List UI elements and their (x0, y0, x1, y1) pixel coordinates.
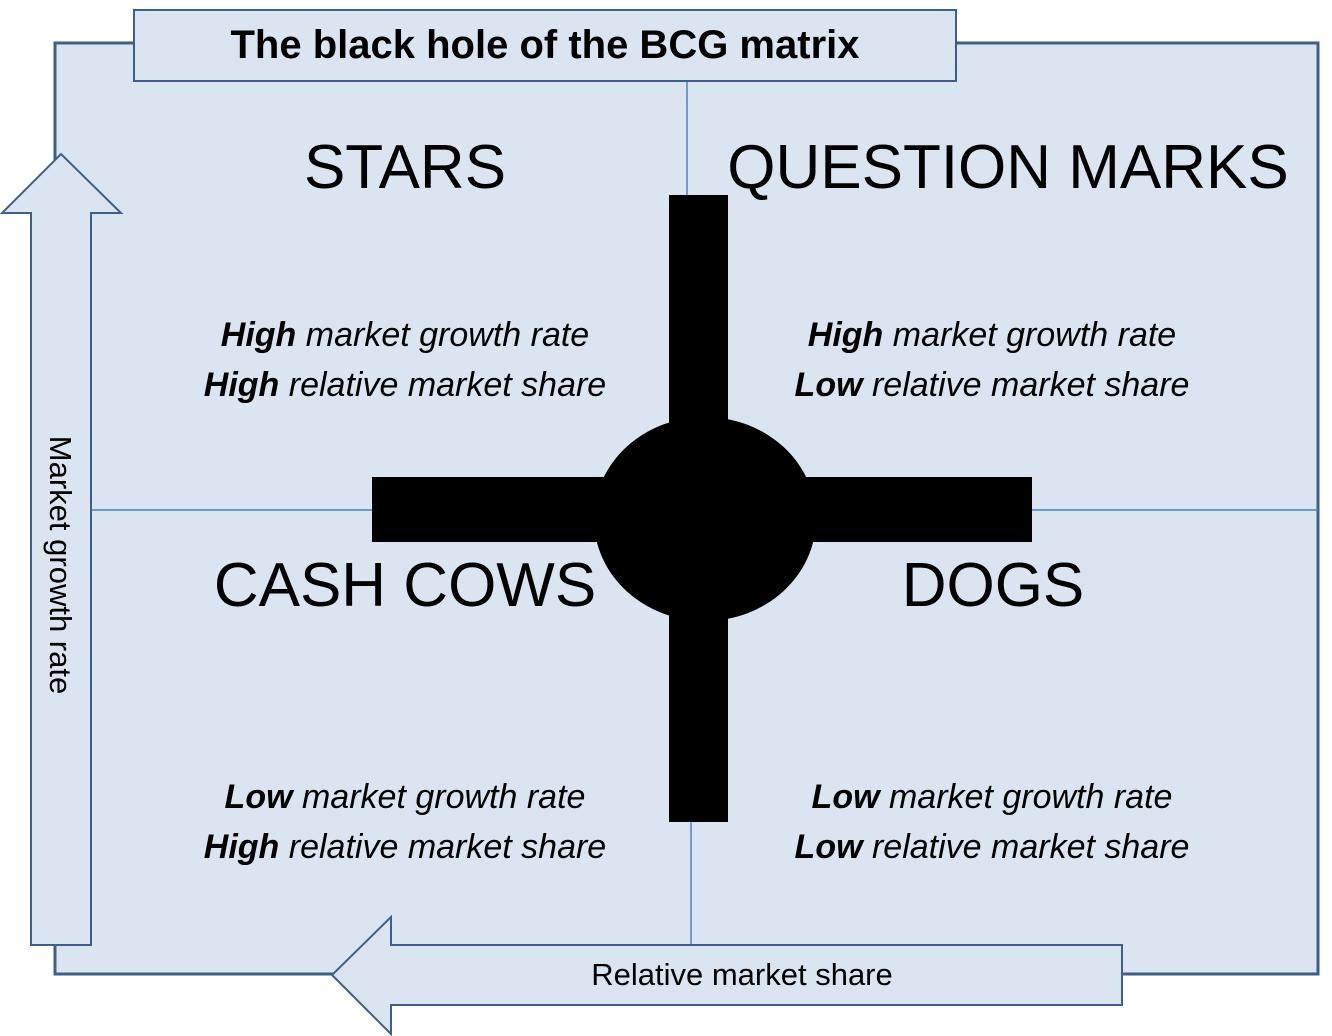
cash-cows-growth-text: market growth rate (301, 778, 586, 816)
black-hole-center (594, 417, 816, 621)
stars-share-level: High (203, 366, 280, 404)
cash-cows-share-line: High relative market share (204, 822, 606, 872)
stars-description: High market growth rate High relative ma… (204, 310, 606, 410)
cash-cows-description: Low market growth rate High relative mar… (204, 772, 606, 872)
stars-share-line: High relative market share (204, 360, 606, 410)
question-marks-share-line: Low relative market share (795, 360, 1190, 410)
diagram-title: The black hole of the BCG matrix (133, 9, 957, 82)
dogs-share-line: Low relative market share (795, 822, 1190, 872)
y-axis-label: Market growth rate (43, 435, 78, 695)
question-marks-growth-level: High (807, 316, 884, 354)
cash-cows-share-level: High (203, 828, 280, 866)
question-marks-description: High market growth rate Low relative mar… (795, 310, 1190, 410)
cash-cows-title: CASH COWS (213, 551, 597, 620)
dogs-share-text: relative market share (871, 828, 1190, 866)
question-marks-share-text: relative market share (871, 366, 1190, 404)
growth-rate-arrow (0, 152, 124, 946)
dogs-growth-level: Low (811, 778, 880, 816)
stars-growth-line: High market growth rate (204, 310, 606, 360)
dogs-share-level: Low (794, 828, 863, 866)
dogs-growth-line: Low market growth rate (795, 772, 1190, 822)
market-share-arrow (330, 914, 1123, 1036)
dogs-growth-text: market growth rate (888, 778, 1173, 816)
x-axis-label: Relative market share (591, 957, 893, 992)
stars-share-text: relative market share (288, 366, 607, 404)
question-marks-title: QUESTION MARKS (727, 133, 1289, 202)
stars-title: STARS (303, 133, 507, 202)
cash-cows-growth-level: Low (224, 778, 293, 816)
question-marks-share-level: Low (794, 366, 863, 404)
dogs-title: DOGS (901, 551, 1085, 620)
cash-cows-share-text: relative market share (288, 828, 607, 866)
question-marks-growth-text: market growth rate (892, 316, 1177, 354)
dogs-description: Low market growth rate Low relative mark… (795, 772, 1190, 872)
stars-growth-text: market growth rate (305, 316, 590, 354)
stars-growth-level: High (220, 316, 297, 354)
question-marks-growth-line: High market growth rate (795, 310, 1190, 360)
cash-cows-growth-line: Low market growth rate (204, 772, 606, 822)
